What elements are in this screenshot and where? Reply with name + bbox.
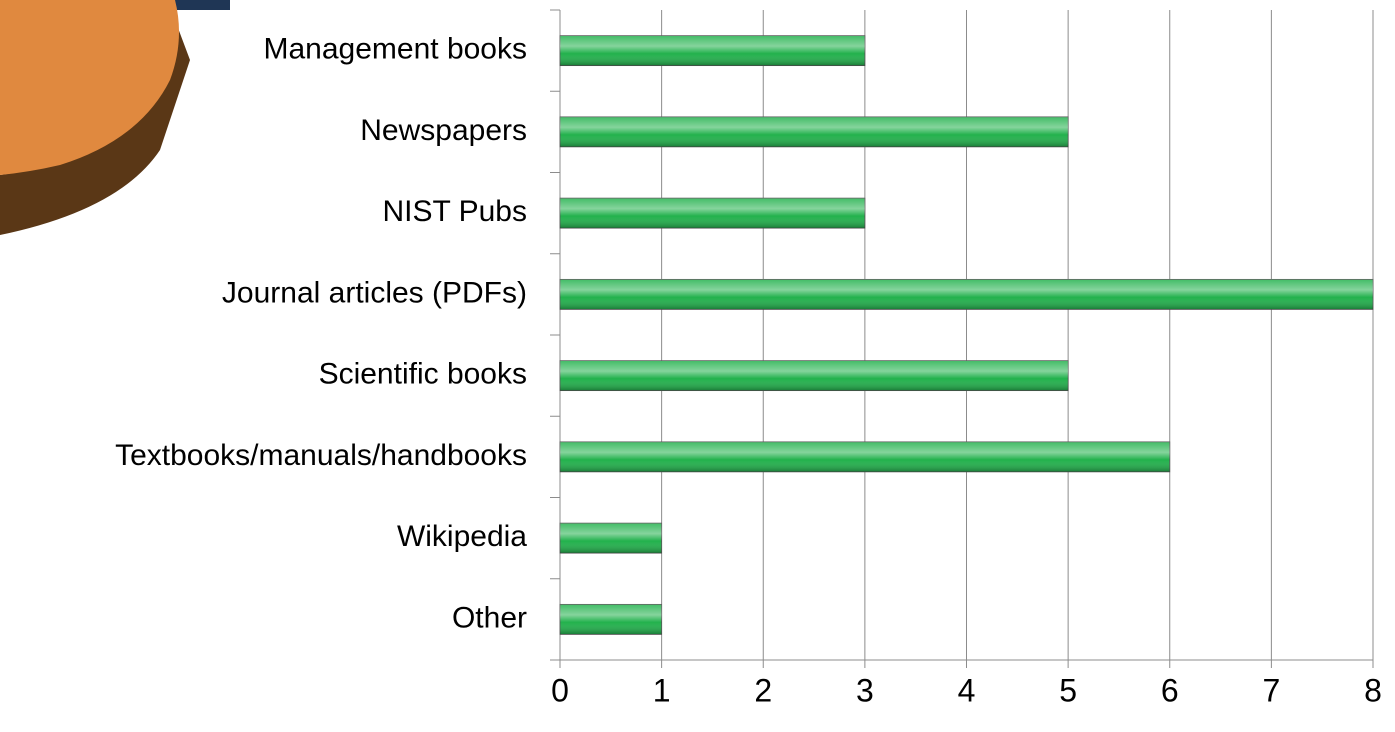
x-tick-label: 1	[653, 672, 671, 708]
bar-highlight	[560, 116, 1069, 147]
x-tick-label: 4	[958, 672, 976, 708]
y-tick-label: Textbooks/manuals/handbooks	[115, 439, 527, 472]
bar-highlight	[560, 523, 662, 554]
pie-top	[0, 0, 179, 175]
y-tick-label: Other	[452, 601, 527, 634]
decoration	[0, 0, 230, 235]
x-tick-label: 3	[856, 672, 874, 708]
x-tick-label: 8	[1364, 672, 1382, 708]
x-tick-label: 2	[754, 672, 772, 708]
y-tick-label: Newspapers	[360, 114, 527, 147]
bar-highlight	[560, 604, 662, 635]
x-tick-label: 5	[1059, 672, 1077, 708]
x-tick-label: 0	[551, 672, 569, 708]
x-tick-label: 6	[1161, 672, 1179, 708]
bar-highlight	[560, 35, 865, 66]
bar-highlight	[560, 360, 1069, 391]
y-tick-label: NIST Pubs	[382, 195, 527, 228]
bar-highlight	[560, 441, 1170, 472]
y-tick-label: Journal articles (PDFs)	[222, 276, 527, 309]
y-tick-label: Wikipedia	[397, 520, 527, 553]
bar-highlight	[560, 279, 1373, 310]
x-tick-label: 7	[1262, 672, 1280, 708]
y-tick-label: Scientific books	[319, 358, 527, 391]
pie-side	[0, 20, 190, 235]
bar-highlight	[560, 198, 865, 229]
y-tick-label: Management books	[264, 33, 528, 66]
